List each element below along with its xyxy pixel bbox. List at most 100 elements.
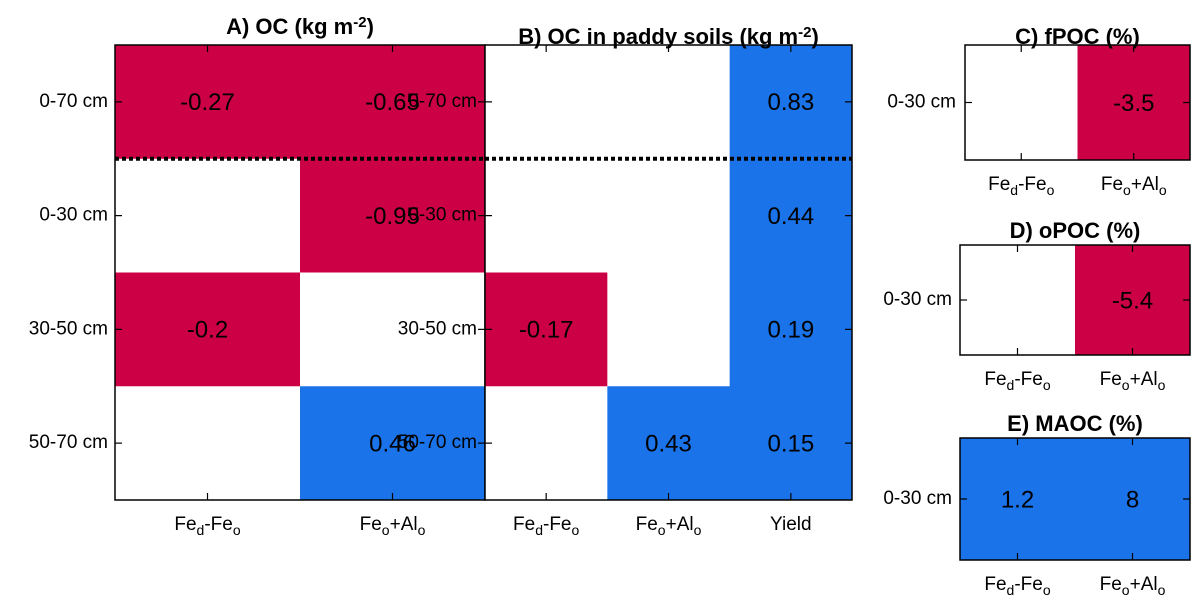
column-label-subscript: d	[1010, 182, 1018, 198]
column-label-part: +Al	[666, 514, 694, 535]
column-label-subscript: o	[1159, 182, 1167, 198]
column-label-part: Fe	[513, 514, 535, 535]
column-label-part: Fe	[988, 174, 1010, 195]
heatmap-cell	[960, 438, 1076, 561]
cell-value-label: 8	[1126, 486, 1139, 513]
row-label: 0-30 cm	[883, 289, 952, 310]
heatmap-cell	[1077, 45, 1191, 161]
row-label: 30-50 cm	[398, 318, 477, 339]
row-label: 0-30 cm	[883, 488, 952, 509]
heatmap-cell	[1075, 438, 1191, 561]
panel-title-superscript: -2	[353, 14, 366, 31]
column-label-part: Fe	[1100, 369, 1122, 390]
heatmap-cell	[1075, 245, 1191, 356]
cell-value-label: -0.65	[365, 89, 420, 116]
heatmap-cell	[300, 45, 486, 160]
column-label: Feo+Alo	[1101, 174, 1167, 198]
panel-title: D) oPOC (%)	[1010, 218, 1141, 243]
heatmap-cell	[607, 386, 731, 501]
column-label: Feo+Alo	[636, 514, 702, 538]
cell-value-label: 0.15	[767, 430, 814, 457]
column-label-subscript: d	[535, 522, 543, 538]
column-label-subscript: o	[382, 522, 390, 538]
heatmap-cell	[965, 45, 1078, 161]
column-label-subscript: o	[658, 522, 666, 538]
panel-title-close: )	[811, 24, 818, 49]
column-label: Fed-Feo	[513, 514, 579, 538]
cell-value-label: 0.43	[645, 430, 692, 457]
column-label-part: Fe	[636, 514, 658, 535]
heatmap-cell	[300, 386, 486, 501]
column-label-part: +Al	[1130, 369, 1158, 390]
heatmap-cell	[607, 272, 731, 387]
column-label-part: +Al	[1130, 574, 1158, 595]
panel-b: 0.83 0.44 -0.17 0.19 0.43 0.15 0-70 cm 0-30 cm 3…	[398, 24, 853, 538]
column-label-part: -Fe	[1014, 574, 1043, 595]
row-label: 30-50 cm	[29, 318, 108, 339]
panel-title-text: A) OC (kg m	[226, 14, 353, 39]
cell-value-label: 0.46	[369, 430, 416, 457]
column-label-part: Fe	[984, 574, 1006, 595]
row-label: 0-30 cm	[39, 205, 108, 226]
column-label-part: +Al	[1131, 174, 1159, 195]
panel-title: A) OC (kg m-2)	[226, 14, 374, 39]
cell-value-label: -5.4	[1112, 287, 1153, 314]
cell-value-label: 1.2	[1001, 486, 1034, 513]
heatmap-cell	[115, 158, 301, 273]
column-label-part: -Fe	[1018, 174, 1047, 195]
heatmap-cell	[960, 245, 1076, 356]
heatmap-cell	[729, 45, 853, 160]
panel-title-text: C) fPOC (%)	[1015, 24, 1140, 49]
column-label-part: Yield	[770, 514, 812, 535]
column-label-subscript: o	[1122, 377, 1130, 393]
heatmap-cell	[300, 158, 486, 273]
cell-value-label: -0.27	[180, 89, 235, 116]
heatmap-cell	[485, 158, 608, 273]
column-label-part: Fe	[1101, 174, 1123, 195]
heatmap-cell	[729, 158, 853, 273]
column-label-subscript: d	[197, 522, 205, 538]
column-label-subscript: o	[1043, 377, 1051, 393]
column-label-subscript: o	[572, 522, 580, 538]
column-label-part: -Fe	[1014, 369, 1043, 390]
column-label-subscript: o	[418, 522, 426, 538]
cell-value-label: 0.44	[767, 203, 814, 230]
column-label: Yield	[770, 514, 812, 535]
cell-value-label: -0.95	[365, 203, 420, 230]
row-label: 50-70 cm	[29, 432, 108, 453]
heatmap-cell	[115, 386, 301, 501]
heatmap-cell	[300, 272, 486, 387]
cell-value-label: 0.19	[767, 317, 814, 344]
heatmap-cell	[485, 272, 608, 387]
panel-title: B) OC in paddy soils (kg m-2)	[518, 24, 819, 49]
column-label-part: Fe	[1100, 574, 1122, 595]
column-label: Feo+Alo	[360, 514, 426, 538]
column-label-subscript: o	[1158, 582, 1166, 598]
heatmap-cell	[115, 272, 301, 387]
panel-title-text: E) MAOC (%)	[1007, 411, 1143, 436]
row-label: 0-30 cm	[408, 205, 477, 226]
column-label-subscript: d	[1007, 582, 1015, 598]
heatmap-cell	[485, 386, 608, 501]
column-label-part: +Al	[390, 514, 418, 535]
heatmap-cell	[729, 386, 853, 501]
column-label-part: Fe	[174, 514, 196, 535]
column-label: Fed-Feo	[984, 369, 1050, 393]
column-label-part: Fe	[360, 514, 382, 535]
row-label: 0-30 cm	[887, 92, 956, 113]
panel-title-text: B) OC in paddy soils (kg m	[518, 24, 798, 49]
column-label-part: Fe	[984, 369, 1006, 390]
cell-value-label: -0.17	[519, 317, 574, 344]
heatmap-cell	[729, 272, 853, 387]
heatmap-cell	[485, 45, 608, 160]
panel-title: C) fPOC (%)	[1015, 24, 1140, 49]
column-label: Fed-Feo	[174, 514, 240, 538]
heatmap-cell	[607, 45, 731, 160]
row-label: 0-70 cm	[39, 91, 108, 112]
heatmap-cell	[607, 158, 731, 273]
panel-title-superscript: -2	[798, 24, 811, 41]
